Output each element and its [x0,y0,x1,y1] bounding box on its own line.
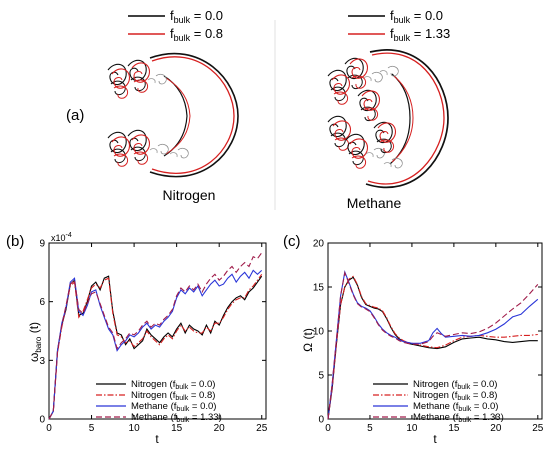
y-tick-label: 9 [39,239,45,250]
x-tick-label: 5 [89,423,95,434]
interface-red [165,77,191,155]
panel-b-ylabel-sub: baro [34,336,43,353]
legend-label: Nitrogen (fbulk = 0.8) [131,390,215,402]
series-line-4 [48,252,263,420]
panel-c-ticks: 0 5 10 15 20 25 0 5 10 15 20 [313,239,544,435]
panel-c-lines [327,269,539,420]
methane-flow-image [327,49,449,189]
y-tick-label: 20 [313,239,325,250]
series-line-2 [327,275,538,420]
y-tick-label: 10 [313,327,325,338]
vortex-lobe [383,157,403,169]
interface-black [163,75,188,157]
panel-c-label: (c) [283,233,301,250]
methane-title: Methane [347,195,402,211]
x-tick-label: 25 [256,423,268,434]
panel-b-label: (b) [6,233,24,250]
panel-b-plot-frame [48,242,267,420]
nitrogen-flow-image [107,52,239,178]
legend-label: Nitrogen (fbulk = 0.0) [131,379,215,391]
legend-label: Methane (fbulk = 0.0) [131,401,216,413]
vortex-lobe [349,58,369,89]
x-tick-label: 20 [490,423,502,434]
series-line-4 [327,270,539,420]
y-tick-label: 0 [318,415,324,426]
legend-entry: fbulk = 1.33 [390,26,450,43]
x-tick-label: 10 [406,423,418,434]
shock-front-red [367,52,445,185]
panel-b-ticks: 0 5 10 15 20 25 0 3 6 9 [39,239,267,435]
panel-a-label: (a) [66,107,84,124]
vortex-lobe [361,90,381,121]
vortex-lobe [127,59,147,92]
vortex-lobe [363,71,383,83]
interface-red [391,75,414,163]
panel-b-xlabel: t [155,432,159,446]
y-tick-label: 3 [39,356,45,367]
legend-entry: fbulk = 0.0 [170,8,223,25]
shock-front-black [365,49,449,189]
panel-c-legend: Nitrogen (fbulk = 0.0) Nitrogen (fbulk =… [373,379,504,424]
vortex-lobe [344,57,364,90]
vortex-lobe [377,122,397,153]
legend-entry: fbulk = 0.0 [390,8,443,25]
legend-label: Methane (fbulk = 1.33) [131,412,222,424]
methane-legend: fbulk = 0.0 fbulk = 1.33 [348,8,450,43]
x-tick-label: 20 [214,423,226,434]
series-line-2 [48,273,263,420]
x-tick-label: 25 [532,423,544,434]
panel-c-xlabel: t [433,432,437,446]
x-tick-label: 0 [46,423,52,434]
y-tick-label: 5 [318,371,324,382]
vortex-lobe [365,147,385,159]
vortex-lobe [373,121,393,154]
shock-front-red [151,56,235,174]
legend-label: Methane (fbulk = 1.33) [413,412,504,424]
panel-b-legend: Nitrogen (fbulk = 0.0) Nitrogen (fbulk =… [96,379,222,424]
nitrogen-legend: fbulk = 0.0 fbulk = 0.8 [128,8,223,43]
panel-b-lines [48,252,263,420]
x-tick-label: 0 [325,423,331,434]
legend-label: Nitrogen (fbulk = 0.0) [413,379,497,391]
x-tick-label: 10 [129,423,141,434]
shock-front-black [149,52,239,178]
nitrogen-title: Nitrogen [163,187,216,203]
legend-entry: fbulk = 0.8 [170,26,223,43]
x-tick-label: 5 [367,423,373,434]
vortex-lobe [147,73,167,85]
x-tick-label: 15 [448,423,460,434]
y-tick-label: 15 [313,283,325,294]
vortex-lobe [357,89,377,122]
panel-a: (a) fbulk = 0.0 fbulk = 0.8 [66,8,450,211]
series-line-3 [48,269,263,420]
legend-label: Methane (fbulk = 0.0) [413,401,498,413]
legend-label: Nitrogen (fbulk = 0.8) [413,390,497,402]
interface-black [389,73,411,165]
panel-c: (c) Ω (t) 0 5 10 15 20 25 0 5 10 15 20 t Nitrogen … [283,233,544,446]
x-tick-label: 15 [171,423,183,434]
panel-b-multiplier: x10-4 [51,232,72,243]
vortex-lobe [149,143,169,155]
y-tick-label: 0 [39,415,45,426]
panel-c-ylabel: Ω (t) [301,328,315,352]
vortex-lobe [379,65,399,77]
y-tick-label: 6 [39,297,45,308]
